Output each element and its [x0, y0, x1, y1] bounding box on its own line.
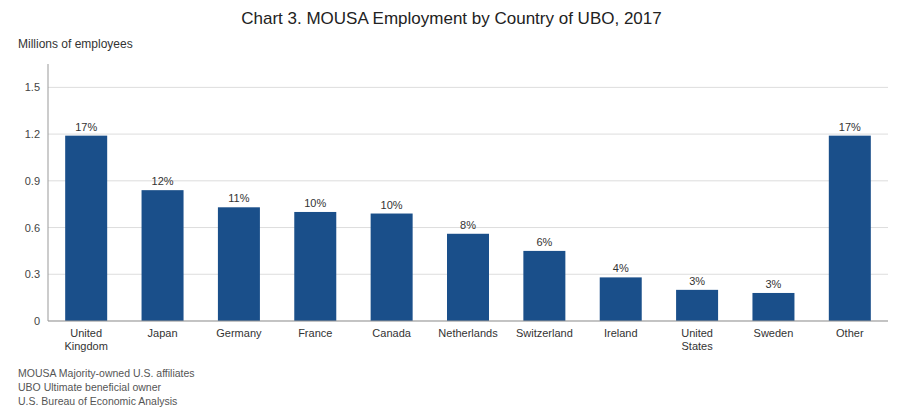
grid-line — [48, 321, 888, 322]
x-tick-label: Canada — [372, 327, 411, 339]
grid-line — [48, 87, 888, 88]
grid-line — [48, 134, 888, 135]
bar — [523, 251, 565, 321]
footnote: MOUSA Majority-owned U.S. affiliates — [18, 367, 195, 379]
x-tick-label: Japan — [148, 327, 178, 339]
y-tick-label: 1.5 — [25, 81, 40, 93]
x-tick-label: Netherlands — [438, 327, 498, 339]
data-label: 17% — [839, 121, 861, 133]
footnote: U.S. Bureau of Economic Analysis — [18, 395, 177, 407]
data-label: 17% — [75, 121, 97, 133]
x-tick-label: Ireland — [604, 327, 638, 339]
bar — [447, 234, 489, 321]
data-label: 3% — [766, 278, 782, 290]
bar — [294, 212, 336, 321]
data-label: 10% — [381, 199, 403, 211]
x-tick-label: UnitedStates — [681, 327, 713, 352]
y-axis-label: Millions of employees — [18, 37, 133, 51]
bar — [752, 293, 794, 321]
data-label: 6% — [536, 236, 552, 248]
data-label: 10% — [304, 197, 326, 209]
bar — [65, 136, 107, 321]
chart: Chart 3. MOUSA Employment by Country of … — [0, 0, 903, 415]
grid — [48, 87, 888, 321]
x-axis-line — [48, 321, 888, 322]
bar — [142, 190, 184, 321]
data-label: 4% — [613, 262, 629, 274]
x-tick-label: Sweden — [754, 327, 794, 339]
data-label: 11% — [228, 192, 249, 204]
data-label: 8% — [460, 219, 476, 231]
x-tick-label: Other — [836, 327, 864, 339]
x-tick-label: France — [298, 327, 332, 339]
y-tick-label: 1.2 — [25, 128, 40, 140]
grid-line — [48, 180, 888, 181]
bar — [600, 277, 642, 321]
x-tick-label: Switzerland — [516, 327, 573, 339]
y-axis-line — [48, 64, 49, 321]
y-tick-label: 0.6 — [25, 222, 40, 234]
data-label: 3% — [689, 275, 705, 287]
y-tick-label: 0.3 — [25, 268, 40, 280]
bar — [371, 214, 413, 321]
footnote: UBO Ultimate beneficial owner — [18, 381, 161, 393]
y-tick-label: 0.9 — [25, 175, 40, 187]
x-tick-label: Germany — [216, 327, 262, 339]
title: Chart 3. MOUSA Employment by Country of … — [241, 9, 661, 28]
bars — [65, 136, 871, 321]
bar — [829, 136, 871, 321]
data-label: 12% — [152, 175, 174, 187]
bar — [218, 207, 260, 321]
bar — [676, 290, 718, 321]
x-tick-label: UnitedKingdom — [64, 327, 107, 352]
y-tick-label: 0 — [34, 315, 40, 327]
